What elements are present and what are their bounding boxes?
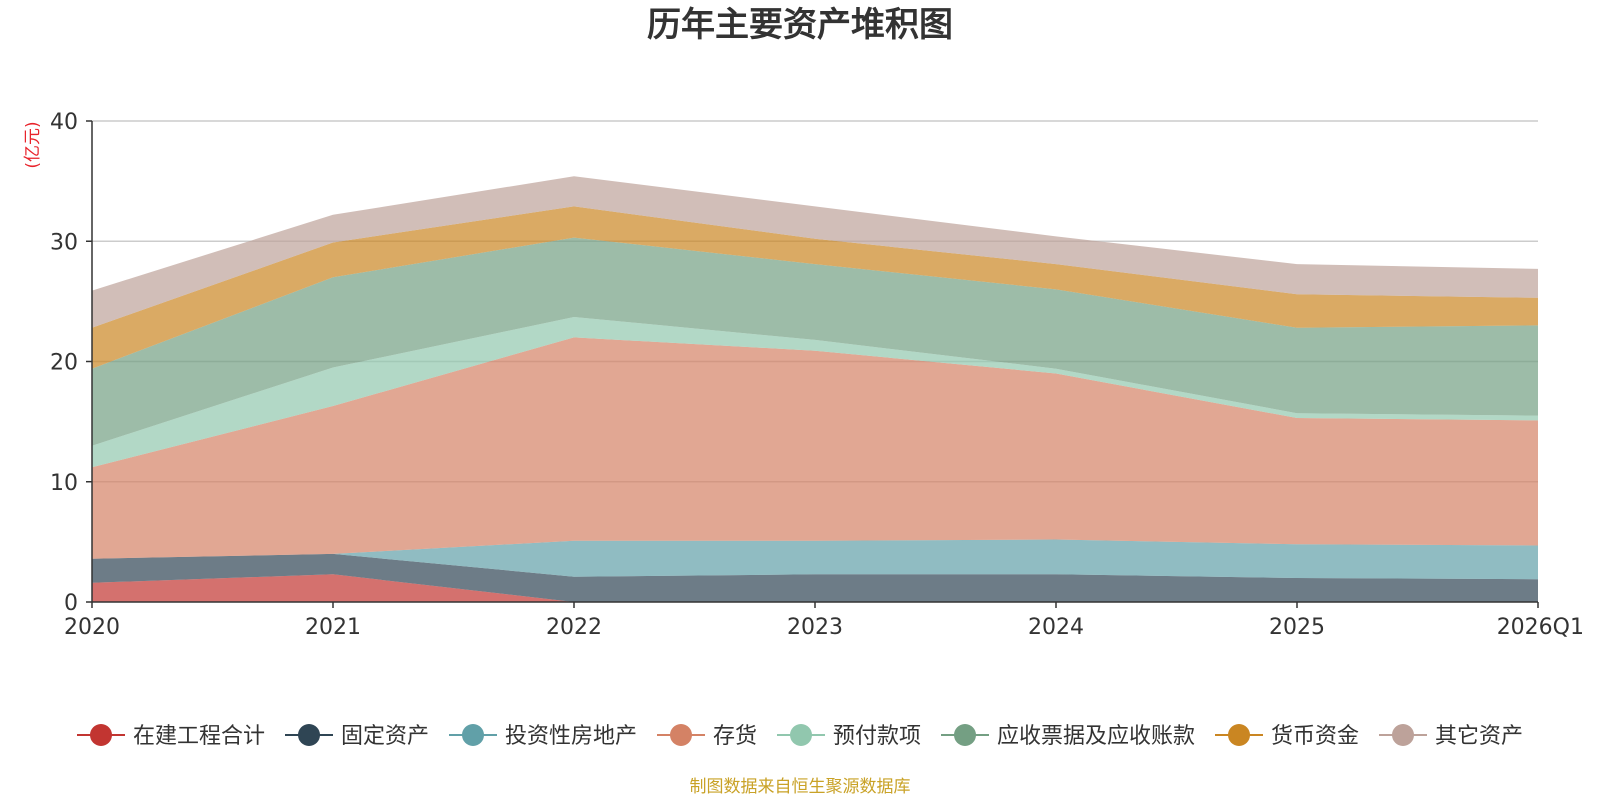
legend-label-4: 预付款项 <box>833 724 921 749</box>
legend-marker-7 <box>1392 724 1414 746</box>
legend-label-7: 其它资产 <box>1435 724 1523 749</box>
legend-label-3: 存货 <box>713 724 757 749</box>
area-series-3 <box>92 337 1538 559</box>
legend: 在建工程合计 固定资产 投资性房地产 存货 预付款项 应收票据及应收账款 货币资金 其它资产 <box>77 724 1523 749</box>
legend-item-7[interactable]: 其它资产 <box>1379 724 1523 749</box>
area-series-5 <box>92 237 1538 446</box>
legend-item-3[interactable]: 存货 <box>657 724 757 749</box>
legend-marker-0 <box>90 724 112 746</box>
legend-label-2: 投资性房地产 <box>505 724 637 749</box>
legend-marker-2 <box>462 724 484 746</box>
legend-item-1[interactable]: 固定资产 <box>285 724 429 749</box>
legend-marker-4 <box>790 724 812 746</box>
legend-label-5: 应收票据及应收账款 <box>997 724 1195 749</box>
x-tick-label-2021: 2021 <box>305 615 361 640</box>
area-series-6 <box>92 206 1538 369</box>
y-tick-label-10: 10 <box>50 471 78 496</box>
legend-item-5[interactable]: 应收票据及应收账款 <box>941 724 1195 749</box>
legend-label-1: 固定资产 <box>341 724 429 749</box>
area-series-1 <box>92 553 1538 602</box>
y-tick-label-20: 20 <box>50 351 78 376</box>
y-tick-label-40: 40 <box>50 110 78 135</box>
area-series-0 <box>92 574 1538 602</box>
axis-layer: 0 10 20 30 40 2020 2021 2022 2023 2024 2025 2026Q1 <box>50 110 1584 640</box>
legend-marker-1 <box>298 724 320 746</box>
chart-title: 历年主要资产堆积图 <box>647 5 953 45</box>
x-tick-label-2025: 2025 <box>1269 615 1325 640</box>
area-layer <box>92 176 1538 602</box>
legend-marker-3 <box>670 724 692 746</box>
x-tick-label-2023: 2023 <box>787 615 843 640</box>
legend-item-2[interactable]: 投资性房地产 <box>449 724 637 749</box>
y-tick-label-30: 30 <box>50 230 78 255</box>
x-tick-label-2024: 2024 <box>1028 615 1084 640</box>
x-tick-label-2022: 2022 <box>546 615 602 640</box>
x-tick-label-2026Q1: 2026Q1 <box>1497 615 1584 640</box>
area-series-4 <box>92 317 1538 468</box>
y-axis-unit-label: (亿元) <box>23 121 43 168</box>
x-tick-label-2020: 2020 <box>64 615 120 640</box>
legend-label-0: 在建工程合计 <box>133 724 265 749</box>
legend-marker-6 <box>1228 724 1250 746</box>
legend-item-0[interactable]: 在建工程合计 <box>77 724 265 749</box>
y-tick-label-0: 0 <box>64 591 78 616</box>
area-series-7 <box>92 176 1538 328</box>
legend-item-4[interactable]: 预付款项 <box>777 724 921 749</box>
data-source-note: 制图数据来自恒生聚源数据库 <box>690 777 911 797</box>
legend-marker-5 <box>954 724 976 746</box>
legend-item-6[interactable]: 货币资金 <box>1215 724 1359 749</box>
area-series-2 <box>92 539 1538 580</box>
legend-label-6: 货币资金 <box>1271 724 1359 749</box>
